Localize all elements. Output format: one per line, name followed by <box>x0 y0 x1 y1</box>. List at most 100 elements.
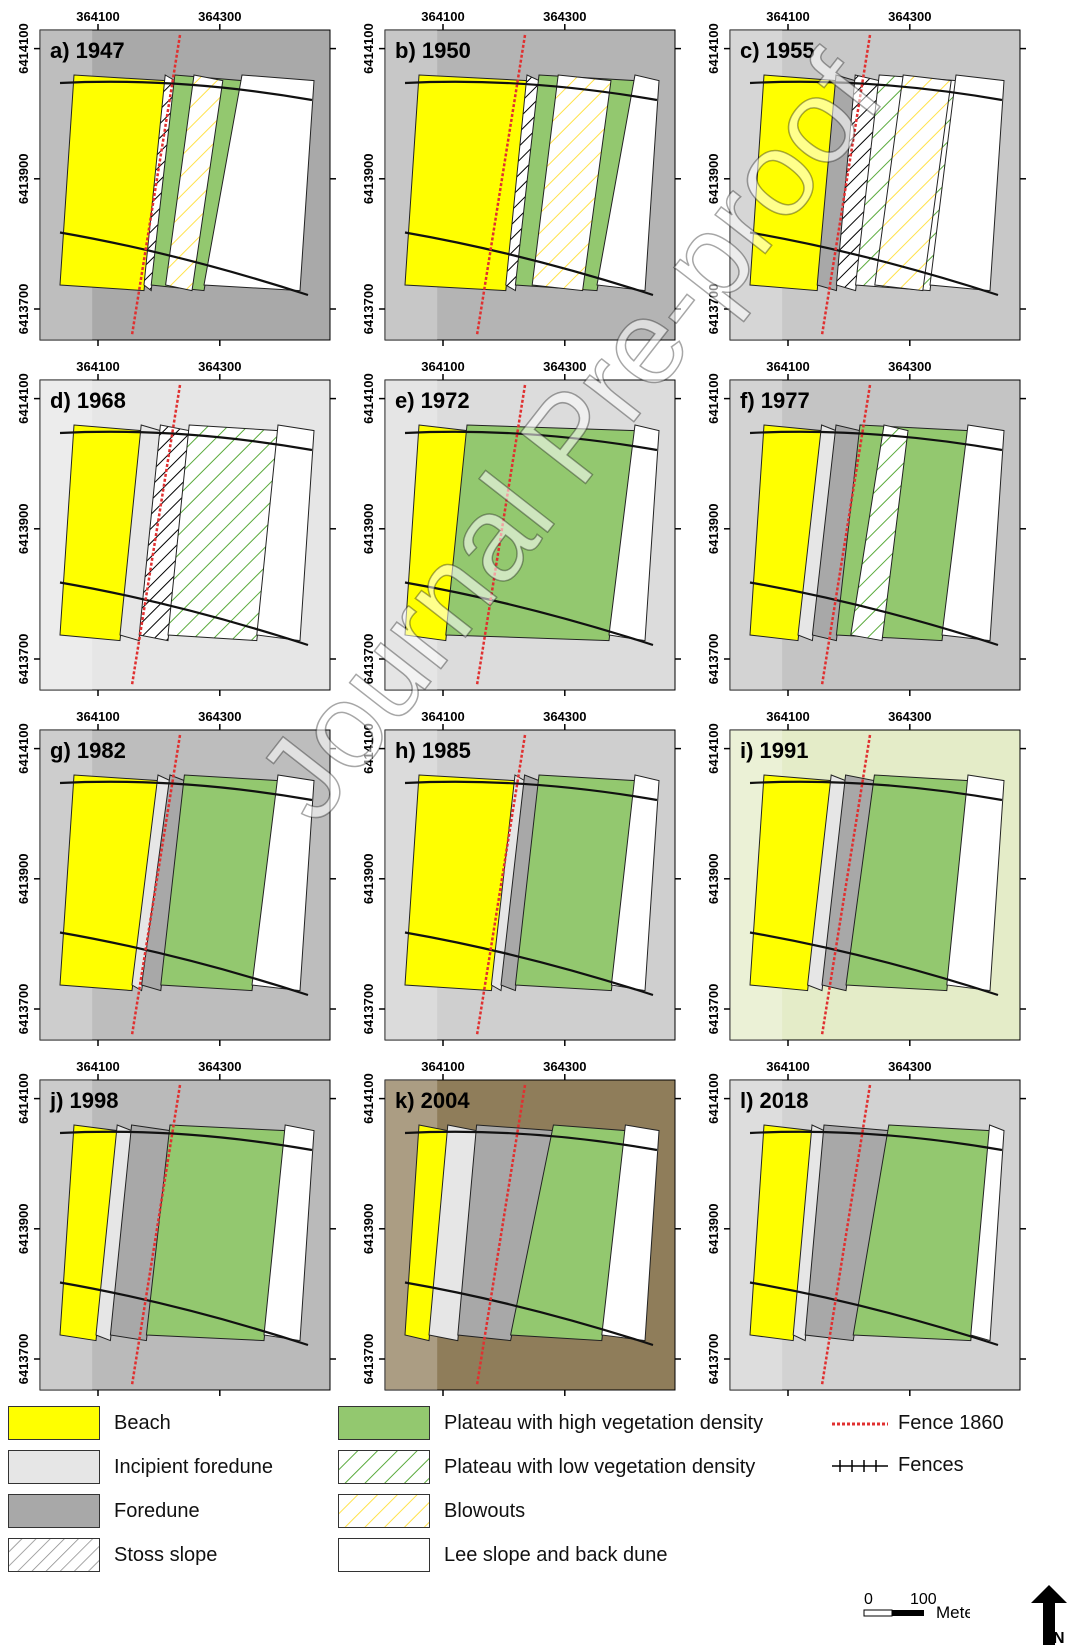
zone-lee <box>946 774 1005 992</box>
scale-zero: 0 <box>864 1591 873 1608</box>
x-tick-label: 364300 <box>888 359 931 374</box>
zone-incipient <box>428 1124 478 1342</box>
beach-swatch <box>8 1406 100 1440</box>
x-tick-label: 364300 <box>543 9 586 24</box>
x-tick-label: 364100 <box>766 709 809 724</box>
map-panel: 364100 364300 6414100 6413900 6413700 e) 1972 <box>361 359 681 696</box>
x-tick-label: 364300 <box>198 359 241 374</box>
profile-line <box>404 780 658 802</box>
legend-item-lee: Lee slope and back dune <box>338 1538 668 1572</box>
fence1860-symbol <box>832 1422 888 1425</box>
fences-symbol <box>832 1459 888 1472</box>
zone-high <box>852 1124 991 1342</box>
fence-1860-line <box>475 384 527 686</box>
x-tick-label: 364100 <box>76 1059 119 1074</box>
y-tick-label: 6413900 <box>706 503 721 554</box>
legend-label-blowouts: Blowouts <box>444 1499 526 1522</box>
zone-lee <box>608 424 660 642</box>
map-panel: 364100 364300 6414100 6413900 6413700 h) 1985 <box>361 709 681 1046</box>
y-tick-label: 6414100 <box>361 373 376 424</box>
scale-hundred: 100 <box>910 1591 937 1608</box>
y-tick-label: 6414100 <box>16 23 31 74</box>
profile-line <box>749 581 999 647</box>
y-tick-label: 6414100 <box>706 23 721 74</box>
profile-line <box>404 80 658 102</box>
y-tick-label: 6413900 <box>706 853 721 904</box>
y-tick-label: 6413700 <box>361 1334 376 1385</box>
zone-high <box>160 774 279 992</box>
panel-label: j) 1998 <box>49 1088 119 1113</box>
zone-incipient <box>807 774 847 992</box>
y-tick-label: 6413700 <box>16 1334 31 1385</box>
x-tick-label: 364300 <box>543 359 586 374</box>
zone-low <box>850 424 909 642</box>
legend-label-fences: Fences <box>898 1454 964 1476</box>
zone-incipient <box>131 774 171 992</box>
zone-incipient <box>797 424 837 642</box>
profile-line <box>749 430 1003 452</box>
x-tick-label: 364100 <box>421 1059 464 1074</box>
legend-label-fence1860: Fence 1860 <box>898 1412 1004 1434</box>
y-tick-label: 6413900 <box>16 853 31 904</box>
legend-item-foredune: Foredune <box>8 1494 200 1528</box>
y-tick-label: 6413700 <box>16 634 31 685</box>
y-tick-label: 6413700 <box>361 634 376 685</box>
north-label: N <box>1053 1630 1065 1647</box>
zone-lee <box>203 74 315 292</box>
zone-stoss <box>138 424 190 642</box>
legend-item-fences: Fences <box>830 1454 964 1477</box>
scale-unit: Meters <box>936 1603 970 1622</box>
y-tick-label: 6413700 <box>16 984 31 1035</box>
profile-line <box>59 1130 313 1152</box>
profile-line <box>404 430 658 452</box>
map-figure: 364100 364300 6414100 6413900 6413700 a) 1947… <box>16 9 1026 1396</box>
profile-line <box>749 1281 999 1347</box>
zone-foredune <box>816 74 856 292</box>
fence-1860-line <box>820 34 872 336</box>
legend-label-foredune: Foredune <box>114 1499 200 1522</box>
x-tick-label: 364300 <box>543 1059 586 1074</box>
x-tick-label: 364100 <box>421 9 464 24</box>
fence-1860-line <box>820 734 872 1036</box>
legend-label-beach: Beach <box>114 1411 171 1434</box>
profile-line <box>404 1281 654 1347</box>
x-tick-label: 364100 <box>76 709 119 724</box>
zone-stoss <box>505 74 540 292</box>
fence-1860-line <box>130 384 182 686</box>
fence-1860-line <box>475 1084 527 1386</box>
x-tick-label: 364300 <box>888 709 931 724</box>
y-tick-label: 6413900 <box>706 1203 721 1254</box>
x-tick-label: 364300 <box>198 1059 241 1074</box>
fence-1860-line <box>820 1084 872 1386</box>
profile-line <box>59 80 313 102</box>
y-tick-label: 6413900 <box>361 153 376 204</box>
profile-line <box>404 1130 658 1152</box>
map-panel: 364100 364300 6414100 6413900 6413700 k) 2004 <box>361 1059 681 1396</box>
x-tick-label: 364300 <box>888 9 931 24</box>
legend: Beach Incipient foredune Foredune Stoss … <box>0 1406 1074 1651</box>
panel-label: a) 1947 <box>50 38 125 63</box>
zone-incipient <box>95 1124 133 1342</box>
zone-blow <box>165 74 224 292</box>
zone-stoss <box>835 74 880 292</box>
zone-incipient <box>792 1124 825 1342</box>
x-tick-label: 364300 <box>198 709 241 724</box>
legend-item-fence1860: Fence 1860 <box>830 1412 1004 1435</box>
y-tick-label: 6413700 <box>706 284 721 335</box>
zone-foredune <box>821 774 875 992</box>
zone-beach <box>404 1124 449 1342</box>
y-tick-label: 6414100 <box>16 1073 31 1124</box>
profile-line <box>59 1281 309 1347</box>
legend-item-plateau-high: Plateau with high vegetation density <box>338 1406 763 1440</box>
panel-label: f) 1977 <box>740 388 810 413</box>
fence-1860-line <box>130 734 182 1036</box>
zone-beach <box>404 74 528 292</box>
zone-foredune <box>811 424 861 642</box>
profile-line <box>59 780 313 802</box>
zone-incipient <box>119 424 161 642</box>
map-panel: 364100 364300 6414100 6413900 6413700 g) 1982 <box>16 709 336 1046</box>
y-tick-label: 6414100 <box>361 723 376 774</box>
y-tick-label: 6413700 <box>16 284 31 335</box>
y-tick-label: 6414100 <box>361 1073 376 1124</box>
zone-beach <box>59 1124 118 1342</box>
